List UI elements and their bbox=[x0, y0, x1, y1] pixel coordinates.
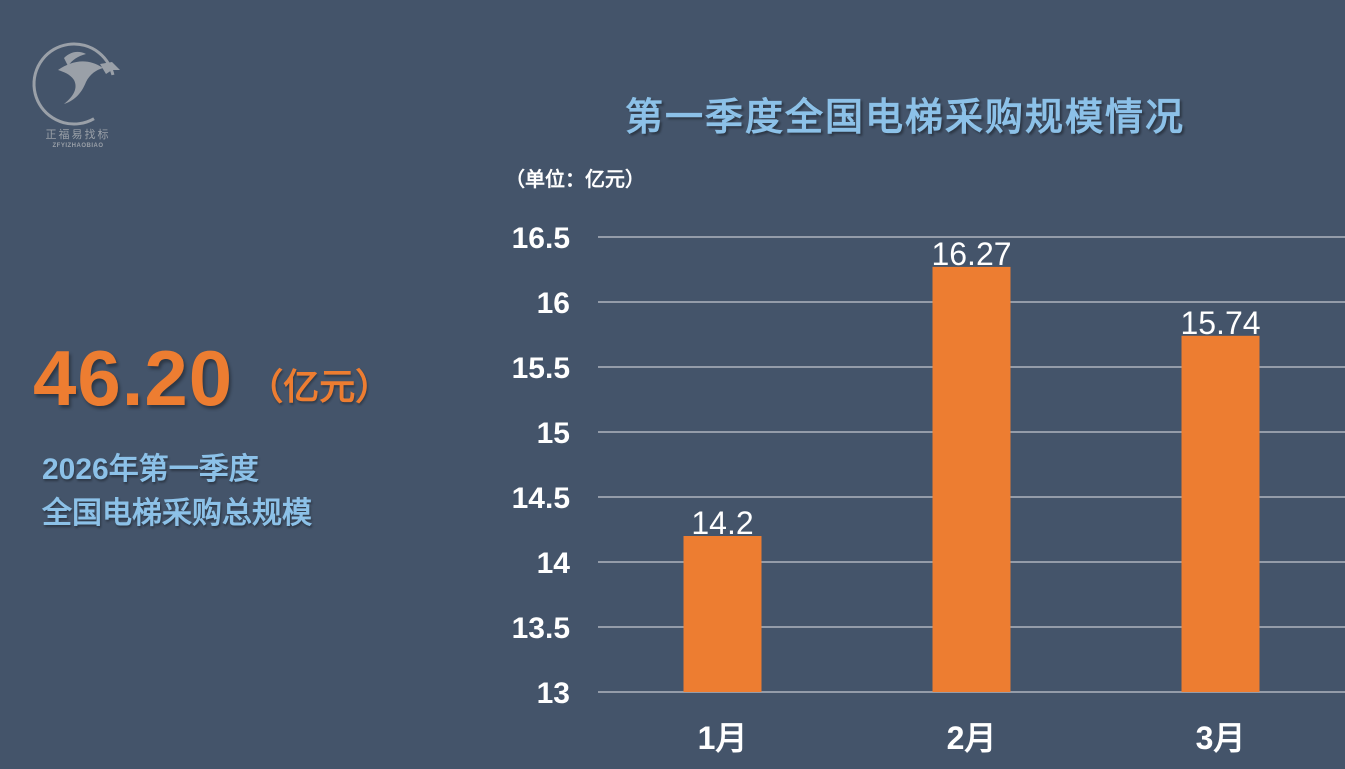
y-tick-label: 13 bbox=[537, 677, 570, 710]
data-label: 16.27 bbox=[931, 236, 1011, 272]
y-tick-label: 13.5 bbox=[512, 612, 570, 645]
y-tick-label: 14 bbox=[537, 547, 571, 580]
x-tick-label: 2月 bbox=[947, 720, 997, 756]
data-label: 14.2 bbox=[691, 505, 753, 541]
x-tick-label: 1月 bbox=[698, 720, 748, 756]
bar bbox=[683, 536, 762, 692]
eagle-logo-icon bbox=[32, 42, 120, 126]
y-tick-label: 14.5 bbox=[512, 482, 570, 515]
subtitle-line-1: 2026年第一季度 bbox=[42, 453, 259, 486]
subtitle-line-2: 全国电梯采购总规模 bbox=[42, 497, 312, 530]
x-tick-label: 3月 bbox=[1196, 720, 1246, 756]
logo-name-cn: 正福易找标 bbox=[45, 128, 111, 141]
bar bbox=[932, 266, 1011, 692]
total-value-block: 46.20 （亿元） bbox=[33, 333, 391, 424]
y-tick-label: 15 bbox=[537, 417, 570, 450]
summary-subtitle: 2026年第一季度 全国电梯采购总规模 bbox=[42, 448, 312, 536]
y-tick-label: 16.5 bbox=[512, 222, 570, 255]
y-tick-label: 15.5 bbox=[512, 352, 570, 385]
logo: 正福易找标 ZFYIZHAOBIAO bbox=[28, 40, 128, 155]
total-unit: （亿元） bbox=[247, 366, 392, 407]
chart-title: 第一季度全国电梯采购规模情况 bbox=[624, 97, 1185, 139]
data-label: 15.74 bbox=[1180, 305, 1260, 341]
y-tick-label: 16 bbox=[537, 287, 570, 320]
total-value: 46.20 bbox=[33, 334, 234, 422]
logo-name-en: ZFYIZHAOBIAO bbox=[52, 143, 104, 149]
chart-unit-label: （单位：亿元） bbox=[505, 169, 645, 191]
bar bbox=[1181, 335, 1260, 692]
